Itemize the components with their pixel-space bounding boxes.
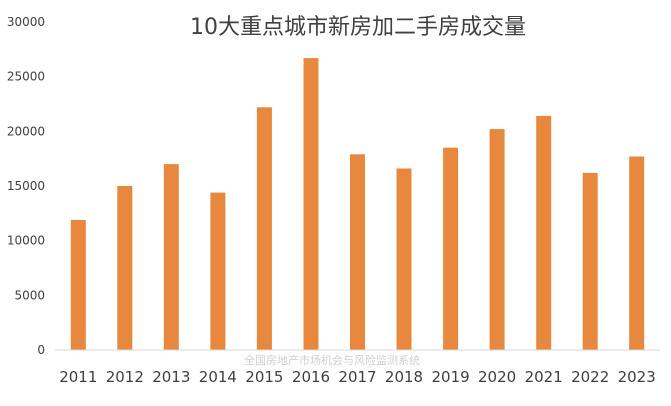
y-tick-label: 5000 bbox=[14, 288, 45, 302]
bar-2019 bbox=[443, 147, 459, 350]
watermark-text: 全国房地产市场机会与风险监测系统 bbox=[244, 353, 420, 367]
bar-2021 bbox=[536, 116, 552, 350]
bar-2011 bbox=[70, 219, 86, 350]
y-axis: 0 5000 10000 15000 20000 25000 30000 bbox=[7, 15, 45, 357]
bar-2023 bbox=[629, 156, 645, 350]
y-tick-label: 0 bbox=[37, 343, 45, 357]
y-tick-label: 10000 bbox=[7, 234, 45, 248]
x-tick-label: 2017 bbox=[338, 368, 376, 386]
bar-2015 bbox=[256, 107, 272, 350]
x-tick-label: 2015 bbox=[245, 368, 283, 386]
bar-2022 bbox=[582, 172, 598, 350]
chart-title: 10大重点城市新房加二手房成交量 bbox=[190, 15, 526, 40]
x-tick-label: 2020 bbox=[478, 368, 516, 386]
bar-2017 bbox=[350, 154, 365, 350]
x-tick-label: 2022 bbox=[571, 368, 609, 386]
bar-2012 bbox=[117, 186, 133, 350]
y-tick-label: 20000 bbox=[7, 124, 45, 138]
x-axis: 2011 2012 2013 2014 2015 2016 2017 2018 2019 2020… bbox=[59, 368, 656, 386]
bar-2018 bbox=[396, 168, 412, 350]
bar-2013 bbox=[163, 164, 179, 350]
x-tick-label: 2018 bbox=[385, 368, 423, 386]
y-tick-label: 25000 bbox=[7, 70, 45, 84]
bar-2016 bbox=[303, 58, 319, 350]
bar-2014 bbox=[210, 192, 226, 350]
bars bbox=[70, 58, 645, 350]
x-tick-label: 2019 bbox=[432, 368, 470, 386]
y-tick-label: 15000 bbox=[7, 179, 45, 193]
x-tick-label: 2011 bbox=[59, 368, 97, 386]
x-tick-label: 2021 bbox=[525, 368, 563, 386]
x-tick-label: 2012 bbox=[106, 368, 144, 386]
x-tick-label: 2014 bbox=[199, 368, 237, 386]
y-tick-label: 30000 bbox=[7, 15, 45, 29]
x-tick-label: 2013 bbox=[152, 368, 190, 386]
x-tick-label: 2016 bbox=[292, 368, 330, 386]
bar-2020 bbox=[489, 129, 505, 350]
x-tick-label: 2023 bbox=[618, 368, 656, 386]
